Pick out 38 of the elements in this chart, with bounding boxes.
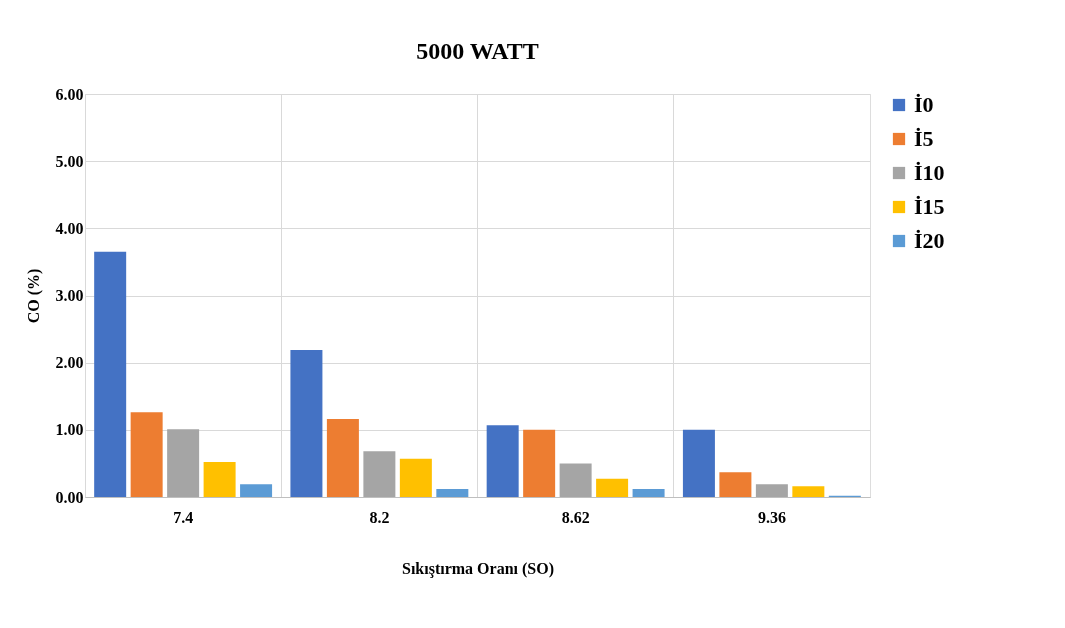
bar — [399, 458, 432, 497]
y-tick-label: 5.00 — [55, 152, 84, 170]
bar — [167, 429, 200, 497]
bar — [436, 488, 469, 497]
y-tick-label: 3.00 — [55, 287, 84, 304]
bar — [559, 463, 592, 497]
y-tick-label: 6.00 — [55, 85, 84, 103]
y-tick-label: 1.00 — [55, 421, 84, 439]
x-tick-label: 7.4 — [173, 508, 194, 526]
x-tick-label: 8.62 — [561, 508, 590, 526]
bar — [326, 419, 359, 497]
x-tick-label: 8.2 — [369, 508, 390, 526]
bar — [719, 472, 752, 497]
legend-label: İ20 — [914, 228, 945, 253]
legend-label: İ5 — [914, 126, 934, 151]
x-tick-label: 9.36 — [757, 508, 786, 526]
bar — [240, 484, 273, 497]
bar — [523, 429, 556, 497]
bar — [682, 429, 715, 497]
chart-title: 5000 WATT — [416, 38, 539, 64]
legend-label: İ0 — [914, 92, 934, 117]
bar — [632, 488, 665, 497]
bar — [94, 251, 127, 497]
bar — [596, 478, 629, 497]
bar — [755, 484, 788, 497]
y-tick-label: 4.00 — [55, 219, 84, 237]
legend-label: İ15 — [914, 194, 945, 219]
y-axis-title: CO (%) — [24, 268, 43, 324]
x-axis-title: Sıkıştırma Oranı (SO) — [401, 559, 555, 578]
bar — [290, 349, 323, 497]
bar — [486, 425, 519, 497]
bar — [792, 486, 825, 497]
bar — [130, 412, 163, 497]
bar — [363, 451, 396, 497]
y-tick-label: 2.00 — [55, 354, 84, 372]
bar — [203, 462, 236, 497]
legend-label: İ10 — [914, 160, 945, 185]
y-tick-label: 0.00 — [55, 488, 84, 506]
